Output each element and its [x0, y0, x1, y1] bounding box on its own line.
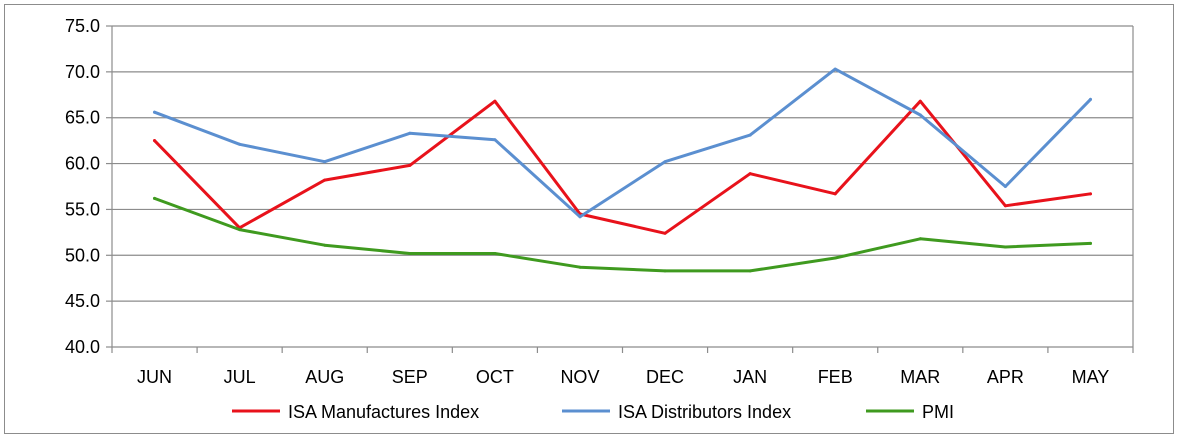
legend-label-0: ISA Manufactures Index: [288, 402, 479, 422]
data-point: [153, 139, 157, 143]
x-tick-label: NOV: [560, 367, 599, 387]
data-point: [833, 256, 837, 260]
data-point: [238, 228, 242, 232]
series-line-2: [153, 196, 1092, 273]
x-axis-ticks: JUN JUL AUG SEP OCT NOV DEC JAN FEB MAR APR MAY: [111, 347, 1134, 387]
data-point: [1088, 192, 1092, 196]
data-point: [323, 178, 327, 182]
x-tick-label: JUL: [224, 367, 256, 387]
x-tick-label: FEB: [818, 367, 853, 387]
x-tick-label: DEC: [646, 367, 684, 387]
data-point: [663, 269, 667, 273]
data-point: [918, 237, 922, 241]
data-point: [918, 99, 922, 103]
data-point: [748, 172, 752, 176]
data-point: [578, 265, 582, 269]
y-tick-label: 50.0: [65, 245, 100, 265]
data-point: [663, 231, 667, 235]
data-point: [493, 99, 497, 103]
legend-label-2: PMI: [922, 402, 954, 422]
data-point: [748, 133, 752, 137]
series-line-0: [153, 99, 1092, 235]
data-point: [833, 192, 837, 196]
data-point: [748, 269, 752, 273]
y-tick-label: 55.0: [65, 199, 100, 219]
data-point: [493, 251, 497, 255]
gridlines: [111, 25, 1134, 348]
series-lines: [153, 67, 1092, 273]
data-point: [918, 113, 922, 117]
y-tick-label: 60.0: [65, 154, 100, 174]
x-tick-label: MAY: [1072, 367, 1110, 387]
y-tick-label: 70.0: [65, 62, 100, 82]
y-tick-label: 75.0: [65, 16, 100, 36]
x-tick-label: JAN: [733, 367, 767, 387]
series-line-1: [153, 67, 1092, 219]
data-point: [1088, 97, 1092, 101]
x-tick-label: AUG: [305, 367, 344, 387]
data-point: [1003, 185, 1007, 188]
data-point: [1088, 241, 1092, 245]
legend-label-1: ISA Distributors Index: [618, 402, 791, 422]
data-point: [408, 131, 412, 135]
data-point: [493, 138, 497, 142]
data-point: [408, 163, 412, 167]
data-point: [323, 160, 327, 164]
y-axis-ticks: 40.0 45.0 50.0 55.0 60.0 65.0 70.0 75.0: [65, 16, 112, 357]
y-tick-label: 65.0: [65, 108, 100, 128]
data-point: [1003, 204, 1007, 208]
data-point: [153, 110, 157, 114]
x-tick-label: JUN: [137, 367, 172, 387]
y-tick-label: 40.0: [65, 337, 100, 357]
x-tick-label: APR: [987, 367, 1024, 387]
y-tick-label: 45.0: [65, 291, 100, 311]
data-point: [663, 160, 667, 164]
x-tick-label: SEP: [392, 367, 428, 387]
data-point: [238, 142, 242, 146]
data-point: [833, 67, 837, 71]
data-point: [1003, 245, 1007, 249]
data-point: [408, 251, 412, 255]
legend: ISA Manufactures Index ISA Distributors I…: [232, 402, 954, 422]
data-point: [323, 243, 327, 247]
x-tick-label: MAR: [900, 367, 940, 387]
data-point: [153, 196, 157, 200]
chart-frame: [4, 4, 1174, 434]
x-tick-label: OCT: [476, 367, 514, 387]
data-point: [578, 215, 582, 219]
